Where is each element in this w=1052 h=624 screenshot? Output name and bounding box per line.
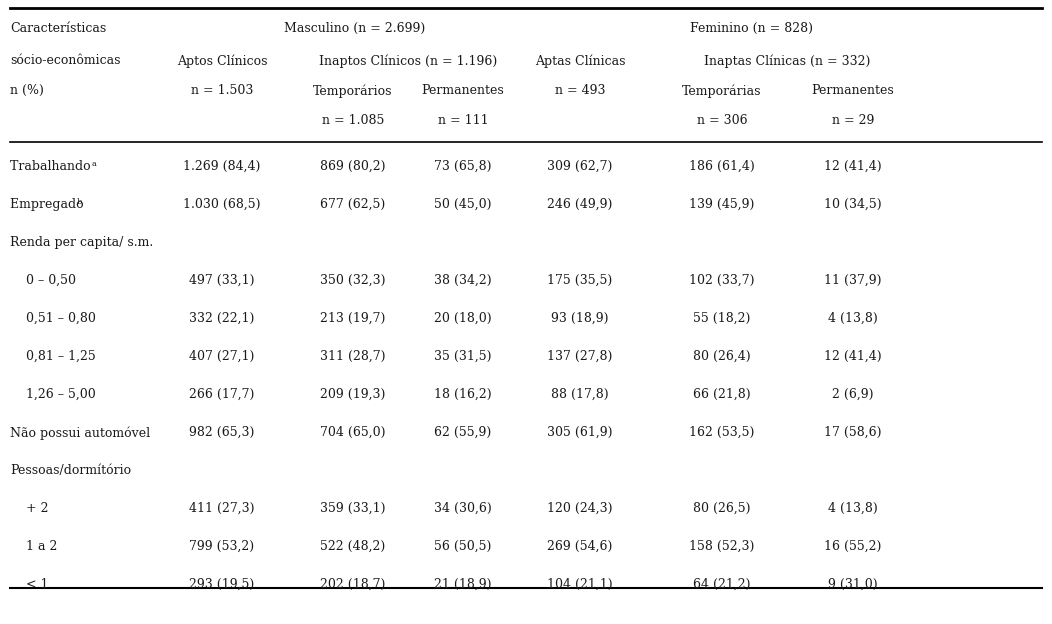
Text: 411 (27,3): 411 (27,3) <box>189 502 255 515</box>
Text: 0,51 – 0,80: 0,51 – 0,80 <box>11 312 96 325</box>
Text: 522 (48,2): 522 (48,2) <box>321 540 386 553</box>
Text: 407 (27,1): 407 (27,1) <box>189 350 255 363</box>
Text: 293 (19,5): 293 (19,5) <box>189 578 255 591</box>
Text: Aptos Clínicos: Aptos Clínicos <box>177 54 267 67</box>
Text: 332 (22,1): 332 (22,1) <box>189 312 255 325</box>
Text: 9 (31,0): 9 (31,0) <box>828 578 877 591</box>
Text: Inaptas Clínicas (n = 332): Inaptas Clínicas (n = 332) <box>704 54 870 67</box>
Text: 64 (21,2): 64 (21,2) <box>693 578 751 591</box>
Text: 309 (62,7): 309 (62,7) <box>547 160 612 173</box>
Text: 0 – 0,50: 0 – 0,50 <box>11 274 76 287</box>
Text: a: a <box>92 160 97 168</box>
Text: Características: Características <box>11 22 106 35</box>
Text: 12 (41,4): 12 (41,4) <box>824 350 882 363</box>
Text: Masculino (n = 2.699): Masculino (n = 2.699) <box>284 22 426 35</box>
Text: n = 1.085: n = 1.085 <box>322 114 384 127</box>
Text: 12 (41,4): 12 (41,4) <box>824 160 882 173</box>
Text: n = 493: n = 493 <box>554 84 605 97</box>
Text: 62 (55,9): 62 (55,9) <box>434 426 491 439</box>
Text: 55 (18,2): 55 (18,2) <box>693 312 751 325</box>
Text: 80 (26,4): 80 (26,4) <box>693 350 751 363</box>
Text: 93 (18,9): 93 (18,9) <box>551 312 609 325</box>
Text: 34 (30,6): 34 (30,6) <box>434 502 492 515</box>
Text: n (%): n (%) <box>11 84 44 97</box>
Text: Permanentes: Permanentes <box>812 84 894 97</box>
Text: 4 (13,8): 4 (13,8) <box>828 312 877 325</box>
Text: 120 (24,3): 120 (24,3) <box>547 502 612 515</box>
Text: Empregado: Empregado <box>11 198 87 211</box>
Text: Inaptos Clínicos (n = 1.196): Inaptos Clínicos (n = 1.196) <box>319 54 498 67</box>
Text: 799 (53,2): 799 (53,2) <box>189 540 255 553</box>
Text: Permanentes: Permanentes <box>422 84 504 97</box>
Text: b: b <box>77 198 82 206</box>
Text: 137 (27,8): 137 (27,8) <box>547 350 612 363</box>
Text: 269 (54,6): 269 (54,6) <box>547 540 612 553</box>
Text: 202 (18,7): 202 (18,7) <box>320 578 386 591</box>
Text: 869 (80,2): 869 (80,2) <box>320 160 386 173</box>
Text: 0,81 – 1,25: 0,81 – 1,25 <box>11 350 96 363</box>
Text: 1 a 2: 1 a 2 <box>11 540 58 553</box>
Text: 4 (13,8): 4 (13,8) <box>828 502 877 515</box>
Text: 350 (32,3): 350 (32,3) <box>320 274 386 287</box>
Text: 209 (19,3): 209 (19,3) <box>320 388 386 401</box>
Text: 311 (28,7): 311 (28,7) <box>320 350 386 363</box>
Text: 213 (19,7): 213 (19,7) <box>320 312 386 325</box>
Text: n = 1.503: n = 1.503 <box>190 84 254 97</box>
Text: 266 (17,7): 266 (17,7) <box>189 388 255 401</box>
Text: 359 (33,1): 359 (33,1) <box>320 502 386 515</box>
Text: 139 (45,9): 139 (45,9) <box>689 198 754 211</box>
Text: 677 (62,5): 677 (62,5) <box>321 198 386 211</box>
Text: 497 (33,1): 497 (33,1) <box>189 274 255 287</box>
Text: 80 (26,5): 80 (26,5) <box>693 502 751 515</box>
Text: 186 (61,4): 186 (61,4) <box>689 160 755 173</box>
Text: 1.269 (84,4): 1.269 (84,4) <box>183 160 261 173</box>
Text: Pessoas/dormítório: Pessoas/dormítório <box>11 464 132 477</box>
Text: 50 (45,0): 50 (45,0) <box>434 198 491 211</box>
Text: 35 (31,5): 35 (31,5) <box>434 350 491 363</box>
Text: 21 (18,9): 21 (18,9) <box>434 578 491 591</box>
Text: 1,26 – 5,00: 1,26 – 5,00 <box>11 388 96 401</box>
Text: 1.030 (68,5): 1.030 (68,5) <box>183 198 261 211</box>
Text: Renda per capita/ s.m.: Renda per capita/ s.m. <box>11 236 154 249</box>
Text: 305 (61,9): 305 (61,9) <box>547 426 612 439</box>
Text: Trabalhando: Trabalhando <box>11 160 95 173</box>
Text: 158 (52,3): 158 (52,3) <box>689 540 754 553</box>
Text: Feminino (n = 828): Feminino (n = 828) <box>690 22 813 35</box>
Text: 10 (34,5): 10 (34,5) <box>824 198 882 211</box>
Text: 56 (50,5): 56 (50,5) <box>434 540 491 553</box>
Text: 17 (58,6): 17 (58,6) <box>825 426 882 439</box>
Text: Temporárias: Temporárias <box>683 84 762 97</box>
Text: 16 (55,2): 16 (55,2) <box>825 540 882 553</box>
Text: sócio-econômicas: sócio-econômicas <box>11 54 121 67</box>
Text: 88 (17,8): 88 (17,8) <box>551 388 609 401</box>
Text: 175 (35,5): 175 (35,5) <box>547 274 612 287</box>
Text: 104 (21,1): 104 (21,1) <box>547 578 613 591</box>
Text: 66 (21,8): 66 (21,8) <box>693 388 751 401</box>
Text: 73 (65,8): 73 (65,8) <box>434 160 491 173</box>
Text: Não possui automóvel: Não possui automóvel <box>11 426 150 439</box>
Text: 246 (49,9): 246 (49,9) <box>547 198 612 211</box>
Text: 982 (65,3): 982 (65,3) <box>189 426 255 439</box>
Text: < 1: < 1 <box>11 578 48 591</box>
Text: 20 (18,0): 20 (18,0) <box>434 312 492 325</box>
Text: 704 (65,0): 704 (65,0) <box>320 426 386 439</box>
Text: Aptas Clínicas: Aptas Clínicas <box>534 54 625 67</box>
Text: n = 306: n = 306 <box>696 114 747 127</box>
Text: 102 (33,7): 102 (33,7) <box>689 274 754 287</box>
Text: Temporários: Temporários <box>313 84 392 97</box>
Text: 11 (37,9): 11 (37,9) <box>825 274 882 287</box>
Text: 162 (53,5): 162 (53,5) <box>689 426 754 439</box>
Text: n = 29: n = 29 <box>832 114 874 127</box>
Text: n = 111: n = 111 <box>438 114 488 127</box>
Text: 18 (16,2): 18 (16,2) <box>434 388 492 401</box>
Text: + 2: + 2 <box>11 502 48 515</box>
Text: 2 (6,9): 2 (6,9) <box>832 388 874 401</box>
Text: 38 (34,2): 38 (34,2) <box>434 274 492 287</box>
